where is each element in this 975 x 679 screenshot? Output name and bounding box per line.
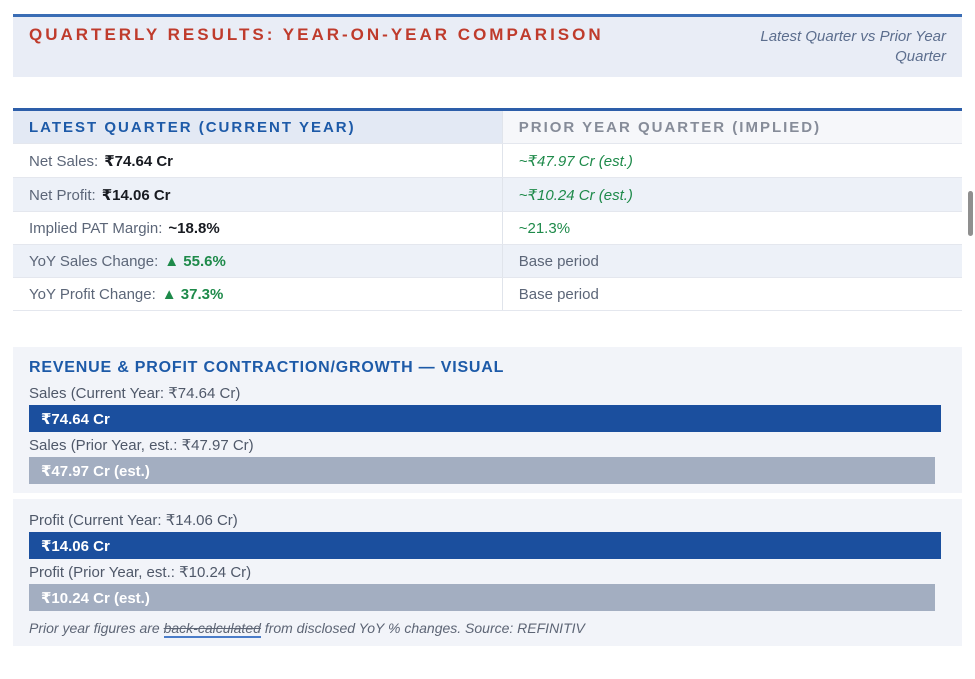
bar-label-profit-current: Profit (Current Year: ₹14.06 Cr)	[29, 512, 238, 529]
bar-value-label: ₹47.97 Cr (est.)	[41, 462, 150, 480]
row-value: ~18.8%	[168, 220, 220, 237]
table-row-yoy-profit-change: YoY Profit Change: ▲ 37.3% Base period	[13, 278, 962, 311]
table-row-net-profit: Net Profit: ₹14.06 Cr ~₹10.24 Cr (est.)	[13, 178, 962, 212]
report-header: QUARTERLY RESULTS: YEAR-ON-YEAR COMPARIS…	[13, 14, 962, 77]
bar-sales-prior: ₹47.97 Cr (est.)	[29, 457, 935, 484]
table-row-pat-margin: Implied PAT Margin: ~18.8% ~21.3%	[13, 212, 962, 245]
visual-section-sales: REVENUE & PROFIT CONTRACTION/GROWTH — VI…	[13, 347, 962, 493]
row-label: Implied PAT Margin:	[29, 220, 163, 237]
footnote-text-suffix: from disclosed YoY % changes. Source: RE…	[260, 620, 585, 636]
prior-value: Base period	[518, 253, 599, 270]
column-header-prior-year: PRIOR YEAR QUARTER (IMPLIED)	[501, 111, 962, 143]
bar-profit-current: ₹14.06 Cr	[29, 532, 941, 559]
page-subtitle: Latest Quarter vs Prior Year Quarter	[760, 28, 946, 65]
bar-label-sales-prior: Sales (Prior Year, est.: ₹47.97 Cr)	[29, 437, 254, 454]
row-label: YoY Profit Change:	[29, 286, 156, 303]
bar-value-label: ₹10.24 Cr (est.)	[41, 589, 150, 607]
row-label: YoY Sales Change:	[29, 253, 159, 270]
row-value-with-up-triangle-icon: ▲ 37.3%	[161, 286, 224, 303]
table-header-row: LATEST QUARTER (CURRENT YEAR) PRIOR YEAR…	[13, 111, 962, 144]
bar-value-label: ₹74.64 Cr	[41, 410, 110, 428]
visual-section-title: REVENUE & PROFIT CONTRACTION/GROWTH — VI…	[29, 359, 505, 376]
source-footnote: Prior year figures are back-calculated f…	[29, 620, 946, 638]
page-title: QUARTERLY RESULTS: YEAR-ON-YEAR COMPARIS…	[29, 25, 604, 44]
bar-label-profit-prior: Profit (Prior Year, est.: ₹10.24 Cr)	[29, 564, 252, 581]
row-value: ₹74.64 Cr	[104, 153, 174, 170]
bar-value-label: ₹14.06 Cr	[41, 537, 110, 555]
prior-value: ~21.3%	[518, 220, 571, 237]
comparison-table: LATEST QUARTER (CURRENT YEAR) PRIOR YEAR…	[13, 108, 962, 311]
prior-value: ~₹10.24 Cr (est.)	[518, 187, 633, 204]
bar-label-sales-current: Sales (Current Year: ₹74.64 Cr)	[29, 385, 241, 402]
row-value: ₹14.06 Cr	[101, 187, 171, 204]
prior-value: Base period	[518, 286, 599, 303]
report-page: QUARTERLY RESULTS: YEAR-ON-YEAR COMPARIS…	[13, 14, 962, 646]
footnote-text-prefix: Prior year figures are	[29, 620, 164, 636]
row-label: Net Sales:	[29, 152, 99, 170]
prior-value: ~₹47.97 Cr (est.)	[518, 153, 633, 170]
bar-sales-current: ₹74.64 Cr	[29, 405, 941, 432]
bar-profit-prior: ₹10.24 Cr (est.)	[29, 584, 935, 611]
table-row-net-sales: Net Sales: ₹74.64 Cr ~₹47.97 Cr (est.)	[13, 144, 962, 178]
back-calculated-link[interactable]: back-calculated	[163, 620, 261, 638]
row-value-with-up-triangle-icon: ▲ 55.6%	[164, 253, 226, 270]
scrollbar-thumb[interactable]	[968, 191, 973, 236]
row-label: Net Profit:	[29, 186, 96, 204]
table-row-yoy-sales-change: YoY Sales Change: ▲ 55.6% Base period	[13, 245, 962, 278]
column-header-latest-quarter: LATEST QUARTER (CURRENT YEAR)	[13, 111, 502, 143]
visual-section-profit: Profit (Current Year: ₹14.06 Cr) ₹14.06 …	[13, 499, 962, 646]
